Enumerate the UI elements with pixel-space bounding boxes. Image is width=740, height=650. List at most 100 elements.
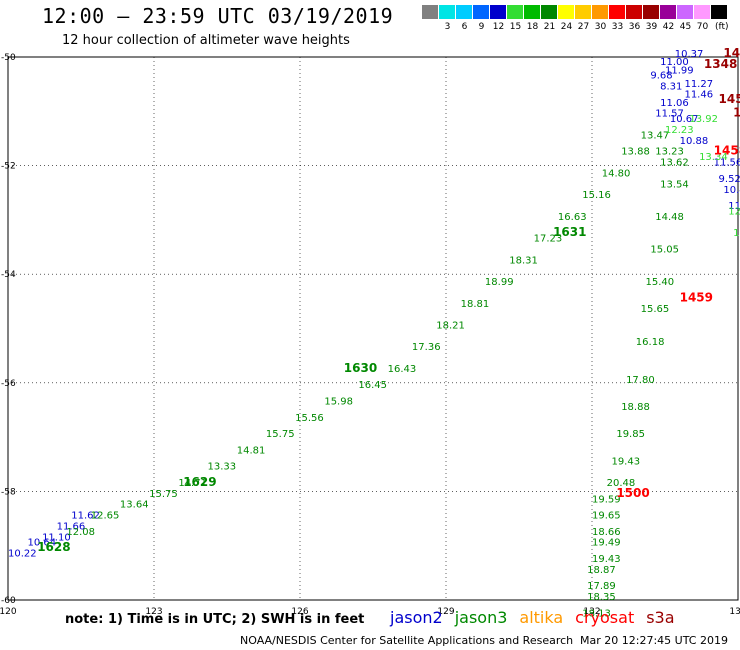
color-legend-labels: 3 6 9 12 15 18 21 24 27 30 33 36 39 42 45 70 xyxy=(422,22,728,32)
legend-unit: (ft) xyxy=(715,22,729,32)
wave-height-value: 10.37 xyxy=(675,49,704,60)
wave-height-value: 17.23 xyxy=(534,234,563,245)
wave-height-value: 19.65 xyxy=(592,511,621,522)
legend-swatch-label: 12 xyxy=(492,22,505,32)
pass-time-label: 1457 xyxy=(723,46,740,60)
lon-tick-label: 132 xyxy=(583,607,600,617)
wave-height-value: 12.08 xyxy=(66,527,95,538)
pass-time-label: 1628 xyxy=(37,540,70,554)
satellite-legend-item: s3a xyxy=(646,608,675,627)
footer-timestamp: Mar 20 12:27:45 UTC 2019 xyxy=(580,634,728,647)
wave-height-value: 11.99 xyxy=(665,65,694,76)
pass-time-label: 1348 xyxy=(704,57,737,71)
wave-height-value: 16.18 xyxy=(636,337,665,348)
footer-credit: NOAA/NESDIS Center for Satellite Applica… xyxy=(240,634,574,647)
legend-swatch-label: 18 xyxy=(526,22,539,32)
lat-tick-label: -56 xyxy=(1,379,16,389)
satellite-legend: jason2 jason3 altika cryosat s3a xyxy=(390,608,687,627)
lat-tick-label: -54 xyxy=(1,270,16,280)
legend-swatch-label: 27 xyxy=(577,22,590,32)
legend-swatch xyxy=(541,5,558,19)
legend-swatch-label: 33 xyxy=(611,22,624,32)
wave-height-value: 18.21 xyxy=(436,321,465,332)
color-legend xyxy=(422,5,728,19)
satellite-legend-item: jason3 xyxy=(454,608,508,627)
pass-time-label: 1459 xyxy=(680,290,713,304)
wave-height-value: 16.63 xyxy=(558,212,587,223)
lon-tick-label: 123 xyxy=(145,607,162,617)
wave-height-value: 18.66 xyxy=(592,527,621,538)
satellite-legend-item: cryosat xyxy=(575,608,635,627)
legend-swatch xyxy=(507,5,524,19)
legend-swatch-label: 36 xyxy=(628,22,641,32)
legend-swatch xyxy=(626,5,643,19)
wave-height-value: 13.88 xyxy=(621,147,650,158)
pass-time-label: 1349 xyxy=(733,106,740,120)
legend-swatch xyxy=(473,5,490,19)
wave-height-value: 13.64 xyxy=(120,500,149,511)
wave-height-value: 13.23 xyxy=(655,147,684,158)
pass-time-label: 1630 xyxy=(344,361,377,375)
wave-height-value: 14.80 xyxy=(602,168,631,179)
map-frame xyxy=(7,56,739,601)
wave-height-value: 18.31 xyxy=(509,255,538,266)
legend-swatch xyxy=(456,5,473,19)
wave-height-value: 18.81 xyxy=(461,299,490,310)
wave-height-value: 16.45 xyxy=(358,380,387,391)
legend-swatch-label: 70 xyxy=(696,22,709,32)
legend-swatch-label: 15 xyxy=(509,22,522,32)
wave-height-value: 16.43 xyxy=(388,364,417,375)
page-subtitle: 12 hour collection of altimeter wave hei… xyxy=(62,33,350,48)
wave-height-value: 10.88 xyxy=(680,136,709,147)
pass-time-label: 1456 xyxy=(719,92,740,106)
wave-height-value: 11.46 xyxy=(684,90,713,101)
satellite-legend-item: altika xyxy=(519,608,564,627)
wave-height-value: 11.62 xyxy=(71,511,100,522)
legend-swatch xyxy=(439,5,456,19)
wave-height-value: 10.67 xyxy=(670,114,699,125)
wave-height-value: 15.16 xyxy=(582,190,611,201)
legend-swatch xyxy=(694,5,711,19)
lat-tick-label: -58 xyxy=(1,487,16,497)
wave-height-value: 10.22 xyxy=(8,549,37,560)
wave-height-value: 18.87 xyxy=(587,565,616,576)
legend-swatch xyxy=(677,5,694,19)
lon-tick-label: 135 xyxy=(729,607,740,617)
legend-swatch xyxy=(422,5,439,19)
page-title: 12:00 – 23:59 UTC 03/19/2019 xyxy=(42,4,394,28)
wave-height-value: 9.52 xyxy=(719,174,740,185)
legend-swatch xyxy=(643,5,660,19)
wave-height-value: 13.47 xyxy=(641,130,670,141)
legend-swatch xyxy=(524,5,541,19)
wave-height-value: 12.23 xyxy=(665,125,694,136)
wave-height-value: 17.89 xyxy=(587,581,616,592)
pass-time-label: 1629 xyxy=(183,475,216,489)
wave-height-value: 15.75 xyxy=(149,489,178,500)
wave-height-value: 11.27 xyxy=(684,79,713,90)
legend-swatch-label: 45 xyxy=(679,22,692,32)
legend-swatch-label: 39 xyxy=(645,22,658,32)
wave-height-value: 12.5 xyxy=(728,206,740,217)
pass-time-label: 1500 xyxy=(616,486,649,500)
wave-height-value: 15.05 xyxy=(650,244,679,255)
lon-tick-label: 120 xyxy=(0,607,17,617)
pass-time-label: 1631 xyxy=(553,225,586,239)
legend-swatch-label: 21 xyxy=(543,22,556,32)
legend-swatch xyxy=(592,5,609,19)
wave-height-value: 17.36 xyxy=(412,342,441,353)
lat-tick-label: -50 xyxy=(1,53,16,63)
wave-height-value: 11.56 xyxy=(714,158,740,169)
lat-tick-label: -60 xyxy=(1,596,16,606)
wave-height-value: 15.65 xyxy=(641,304,670,315)
wave-height-value: 10.64 xyxy=(27,538,56,549)
wave-height-value: 10.48 xyxy=(723,185,740,196)
legend-swatch xyxy=(558,5,575,19)
wave-height-value: 13.33 xyxy=(208,462,237,473)
legend-swatch-label: 3 xyxy=(444,22,451,32)
legend-swatch xyxy=(660,5,677,19)
wave-height-value: 18.13 xyxy=(582,608,611,619)
wave-height-value: 11.10 xyxy=(42,532,71,543)
legend-swatch xyxy=(575,5,592,19)
wave-height-value: 19.43 xyxy=(611,456,640,467)
